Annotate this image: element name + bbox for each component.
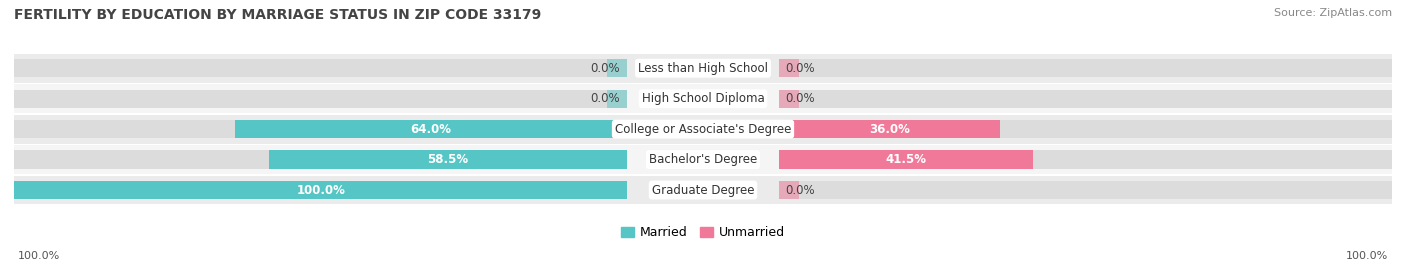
Bar [14, 176, 1392, 204]
Text: 36.0%: 36.0% [869, 123, 910, 136]
Bar [779, 90, 1392, 108]
Bar [14, 59, 627, 77]
Bar [14, 145, 1392, 174]
Bar [14, 181, 627, 199]
Bar [14, 54, 1392, 83]
Bar [779, 150, 1033, 169]
Text: Graduate Degree: Graduate Degree [652, 183, 754, 197]
Text: 41.5%: 41.5% [886, 153, 927, 166]
Text: Bachelor's Degree: Bachelor's Degree [650, 153, 756, 166]
Bar [779, 90, 800, 108]
Bar [14, 181, 627, 199]
Bar [779, 150, 1392, 169]
Bar [235, 120, 627, 138]
Bar [779, 59, 1392, 77]
Text: 0.0%: 0.0% [786, 92, 815, 105]
Bar [779, 59, 800, 77]
Text: 100.0%: 100.0% [1346, 251, 1388, 261]
Bar [779, 120, 1000, 138]
Bar [14, 120, 627, 138]
Bar [269, 150, 627, 169]
Text: High School Diploma: High School Diploma [641, 92, 765, 105]
Bar [14, 90, 627, 108]
Text: 58.5%: 58.5% [427, 153, 468, 166]
Text: 100.0%: 100.0% [18, 251, 60, 261]
Text: 0.0%: 0.0% [786, 62, 815, 75]
Bar [606, 90, 627, 108]
Legend: Married, Unmarried: Married, Unmarried [621, 226, 785, 239]
Bar [779, 181, 1392, 199]
Bar [606, 59, 627, 77]
Text: College or Associate's Degree: College or Associate's Degree [614, 123, 792, 136]
Text: Source: ZipAtlas.com: Source: ZipAtlas.com [1274, 8, 1392, 18]
Text: 0.0%: 0.0% [591, 62, 620, 75]
Text: 64.0%: 64.0% [411, 123, 451, 136]
Bar [779, 181, 800, 199]
Bar [14, 115, 1392, 144]
Text: 0.0%: 0.0% [591, 92, 620, 105]
Text: FERTILITY BY EDUCATION BY MARRIAGE STATUS IN ZIP CODE 33179: FERTILITY BY EDUCATION BY MARRIAGE STATU… [14, 8, 541, 22]
Bar [14, 84, 1392, 113]
Bar [14, 150, 627, 169]
Bar [779, 120, 1392, 138]
Text: Less than High School: Less than High School [638, 62, 768, 75]
Text: 0.0%: 0.0% [786, 183, 815, 197]
Text: 100.0%: 100.0% [297, 183, 344, 197]
